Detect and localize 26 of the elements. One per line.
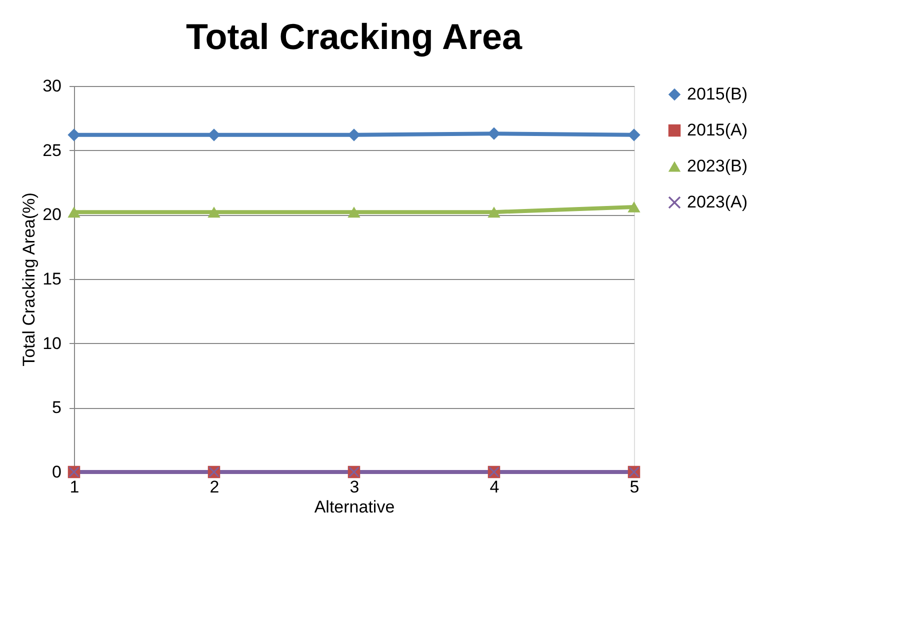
- x-tick-label: 4: [490, 478, 500, 496]
- x-axis-title: Alternative: [314, 498, 395, 516]
- y-tick-label: 5: [52, 398, 62, 418]
- legend-label: 2023(A): [687, 192, 748, 212]
- point: [208, 206, 220, 218]
- point: [348, 206, 360, 218]
- y-tick-label: 25: [42, 140, 62, 160]
- y-tick-label: 0: [52, 462, 62, 482]
- point: [488, 127, 500, 140]
- x-tick-label: 5: [630, 478, 640, 496]
- x-tick-label: 3: [350, 478, 360, 496]
- legend-label: 2015(B): [687, 84, 748, 104]
- y-tick-label: 10: [42, 334, 62, 353]
- legend-label: 2023(B): [687, 156, 748, 176]
- y-axis-title: Total Cracking Area(%): [20, 192, 39, 366]
- x-tick-label: 1: [70, 478, 80, 496]
- legend-label: 2015(A): [687, 120, 748, 140]
- x-tick-label: 2: [210, 478, 220, 496]
- y-tick-label: 15: [42, 270, 62, 288]
- point: [488, 206, 500, 218]
- point: [628, 128, 640, 142]
- y-tick-label: 30: [42, 76, 62, 96]
- chart-title: Total Cracking Area: [186, 16, 524, 57]
- point: [628, 201, 640, 212]
- y-tick-label: 20: [42, 205, 62, 224]
- point: [68, 206, 80, 218]
